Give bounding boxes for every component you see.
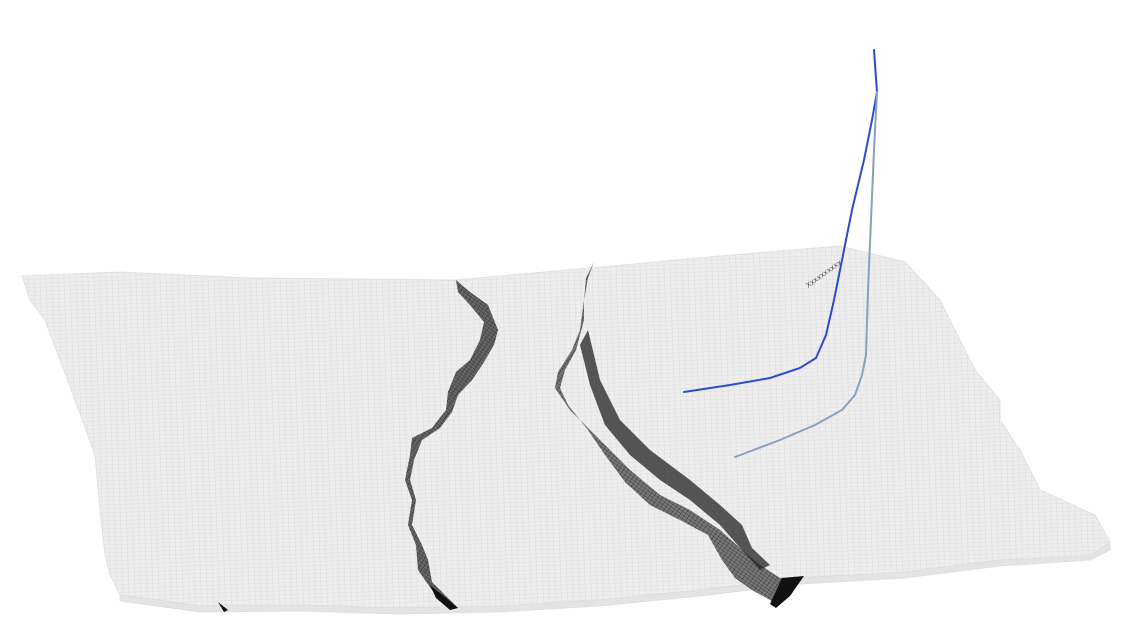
fault-2-dark-band	[580, 330, 770, 570]
surface-mesh	[22, 246, 1110, 608]
fault-surface-1[interactable]	[218, 280, 498, 612]
fault-surface-2[interactable]	[555, 262, 804, 608]
well-1-path[interactable]	[683, 49, 879, 393]
horizon-surface[interactable]	[0, 240, 1136, 620]
fault-small-base	[218, 602, 228, 612]
surface-front-edge	[119, 541, 1111, 615]
fault-1-mesh	[405, 280, 498, 608]
well-2-path[interactable]	[734, 91, 878, 458]
fault-2-base	[770, 576, 804, 608]
fault-1-base	[430, 585, 458, 610]
